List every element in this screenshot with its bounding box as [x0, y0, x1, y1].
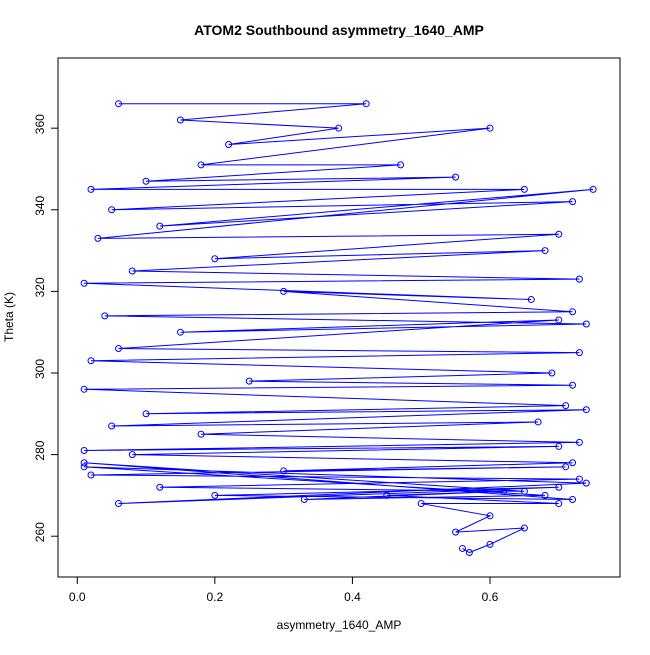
data-point: [87, 471, 95, 479]
data-point: [225, 141, 233, 148]
y-tick-label: 280: [33, 440, 47, 460]
data-point: [582, 320, 590, 328]
data-point: [80, 385, 88, 393]
data-point: [176, 116, 184, 124]
data-point: [280, 287, 288, 295]
data-point: [569, 308, 577, 316]
data-point: [555, 442, 563, 450]
data-point: [87, 357, 95, 365]
chart-title: ATOM2 Southbound asymmetry_1640_AMP: [194, 22, 484, 38]
data-point: [486, 540, 494, 548]
x-tick-label: 0.0: [69, 590, 86, 604]
data-point: [520, 524, 528, 532]
data-point: [197, 430, 205, 438]
data-point: [569, 198, 577, 206]
x-axis-label: asymmetry_1640_AMP: [277, 618, 402, 632]
data-point: [128, 267, 136, 275]
data-point: [383, 491, 391, 499]
data-point: [575, 475, 583, 483]
y-tick-label: 340: [33, 195, 47, 215]
data-point: [541, 491, 549, 499]
data-point: [548, 369, 556, 377]
data-point: [108, 206, 116, 214]
data-point: [245, 377, 253, 385]
data-point: [211, 491, 219, 499]
data-point: [452, 528, 460, 536]
data-point: [452, 173, 460, 181]
data-point: [362, 100, 370, 108]
data-point: [541, 247, 549, 255]
data-point: [101, 312, 109, 320]
data-point: [280, 467, 288, 475]
data-point: [555, 230, 563, 238]
data-point: [562, 463, 570, 471]
data-point: [87, 185, 95, 193]
data-point: [562, 402, 570, 410]
data-point: [555, 316, 563, 324]
data-point: [569, 381, 577, 389]
data-point: [115, 100, 123, 108]
data-point: [575, 438, 583, 446]
y-tick-label: 360: [33, 114, 47, 134]
x-tick-label: 0.6: [482, 590, 499, 604]
data-point: [417, 500, 425, 508]
data-point: [569, 459, 577, 467]
data-point: [335, 124, 343, 132]
data-point: [520, 487, 528, 495]
data-point: [142, 410, 150, 418]
data-point: [569, 495, 577, 503]
data-point: [575, 275, 583, 283]
data-point: [176, 328, 184, 336]
data-point: [115, 345, 123, 353]
y-axis-label: Theta (K): [2, 292, 16, 342]
data-point: [555, 500, 563, 508]
data-point: [575, 349, 583, 357]
x-tick-label: 0.2: [206, 590, 223, 604]
data-point: [80, 459, 88, 467]
data-point: [142, 177, 150, 185]
y-tick-label: 320: [33, 277, 47, 297]
data-point: [115, 500, 123, 508]
data-point: [465, 549, 473, 557]
data-point: [589, 185, 597, 193]
y-tick-label: 260: [33, 522, 47, 542]
data-point: [156, 483, 164, 491]
data-point: [486, 124, 494, 132]
data-point: [80, 447, 88, 455]
data-point: [527, 296, 535, 304]
data-point: [397, 161, 405, 169]
data-point: [80, 279, 88, 287]
data-point: [555, 483, 563, 491]
data-point: [534, 418, 542, 426]
data-point: [486, 512, 494, 520]
data-point: [520, 185, 528, 193]
data-point: [582, 406, 590, 414]
data-line: [84, 103, 594, 554]
data-point: [500, 487, 508, 495]
data-point: [458, 544, 466, 552]
data-point: [128, 451, 136, 459]
y-tick-label: 300: [33, 359, 47, 379]
data-point: [582, 479, 590, 487]
data-point: [156, 222, 164, 230]
data-point: [80, 463, 88, 471]
data-point: [197, 161, 205, 169]
data-point: [211, 255, 219, 263]
data-point: [94, 234, 102, 242]
data-point: [300, 495, 308, 503]
x-tick-label: 0.4: [344, 590, 361, 604]
data-point: [108, 422, 116, 430]
